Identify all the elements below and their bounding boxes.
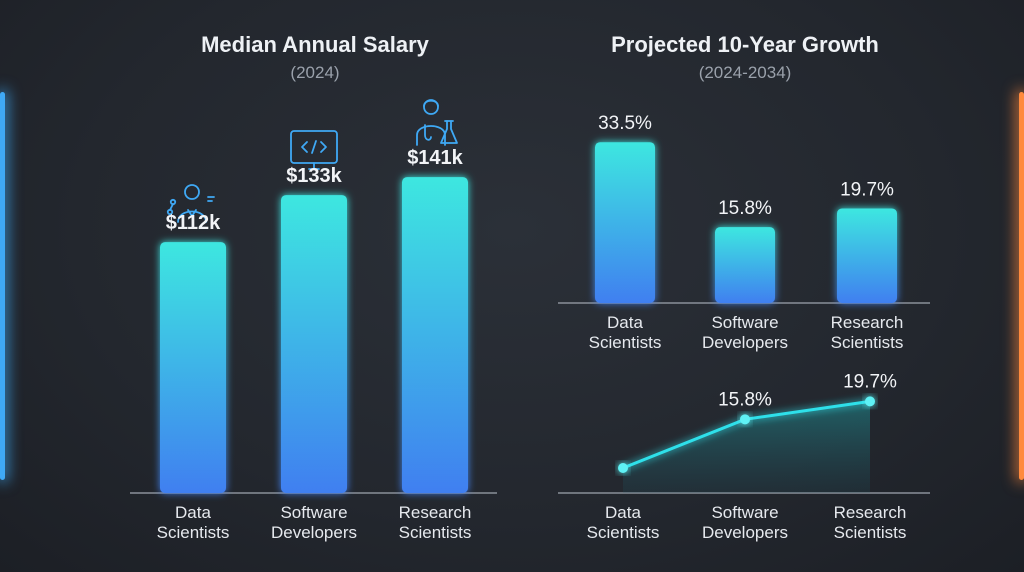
line-category-label: Research [834,503,907,522]
salary-bar [160,242,226,493]
growth-category-label: Developers [702,333,788,352]
salary-chart-title: Median Annual Salary [201,32,429,57]
salary-category-label: Scientists [157,523,230,542]
growth-category-label: Software [711,313,778,332]
line-category-label: Data [605,503,641,522]
salary-category-label: Software [280,503,347,522]
growth-bar [595,142,655,303]
line-area-fill [623,401,870,493]
growth-bar [715,227,775,303]
salary-value-label: $133k [286,165,342,187]
growth-value-label: 15.8% [718,198,772,219]
icon-research-scientist [416,99,458,146]
right-edge-glow [1019,92,1024,480]
line-point [618,463,628,473]
growth-category-label: Scientists [589,333,662,352]
salary-category-label: Developers [271,523,357,542]
growth-bar-chart-plot: 33.5%15.8%19.7%DataScientistsSoftwareDev… [558,113,930,352]
salary-value-label: $112k [166,212,221,234]
line-category-label: Developers [702,523,788,542]
growth-category-label: Scientists [831,333,904,352]
salary-chart-plot: $112k$133k$141kDataScientistsSoftwareDev… [130,147,497,542]
salary-category-label: Scientists [399,523,472,542]
left-edge-glow [0,92,5,480]
growth-line-chart-plot: 15.8%19.7%DataScientistsSoftwareDevelope… [558,371,930,542]
line-category-label: Scientists [834,523,907,542]
line-value-label: 19.7% [843,371,897,392]
line-point [740,414,750,425]
line-category-label: Scientists [587,523,660,542]
growth-chart-title: Projected 10-Year Growth [611,32,879,57]
line-category-label: Software [711,503,778,522]
salary-category-label: Data [175,503,211,522]
growth-category-label: Research [831,313,904,332]
line-value-label: 15.8% [718,389,772,410]
growth-value-label: 19.7% [840,179,894,200]
icon-code-monitor [290,130,338,170]
salary-category-label: Research [399,503,472,522]
growth-category-label: Data [607,313,643,332]
growth-chart-subtitle: (2024-2034) [698,63,792,82]
salary-bar [281,195,347,493]
icon-data-scientist [166,184,215,223]
salary-chart-subtitle: (2024) [290,63,340,82]
growth-bar [837,208,897,303]
salary-bar [402,177,468,493]
growth-value-label: 33.5% [598,113,652,134]
salary-value-label: $141k [407,147,463,169]
line-point [865,396,875,407]
